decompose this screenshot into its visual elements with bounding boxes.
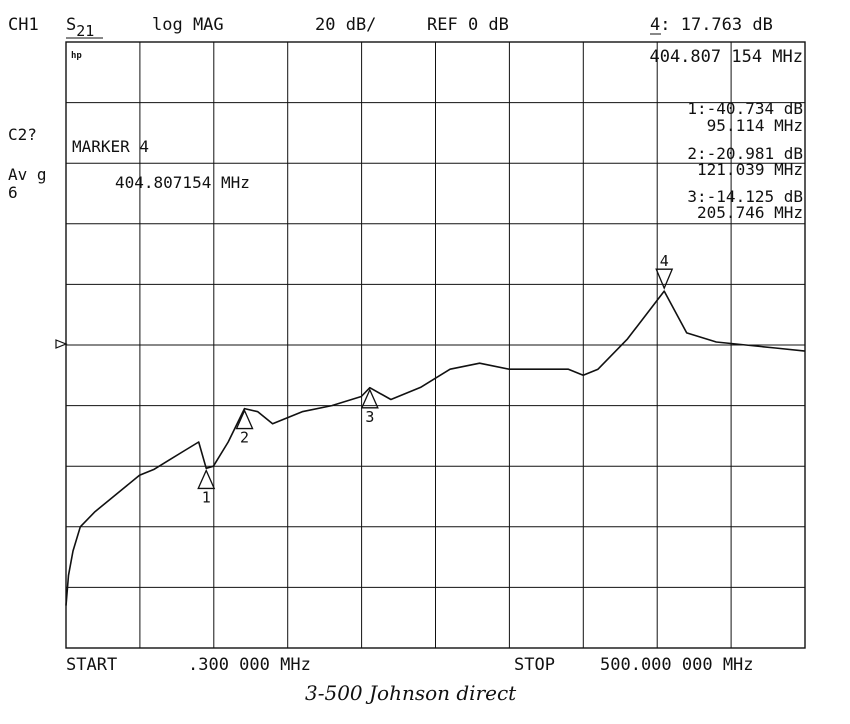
marker-1-icon: [197, 468, 216, 490]
active-marker-frequency: 404.807 154 MHz: [649, 47, 803, 67]
active-marker-value: : 17.763 dB: [660, 15, 773, 35]
parameter-subscript: 21: [76, 22, 94, 40]
handwritten-note: 3-500 Johnson direct: [305, 681, 517, 705]
reference-label: REF 0 dB: [427, 15, 509, 35]
marker-box-frequency: 404.807154 MHz: [115, 173, 250, 192]
marker-3-icon: [360, 388, 379, 409]
graticule: [65, 41, 806, 649]
stop-value: 500.000 000 MHz: [600, 655, 754, 675]
start-value: .300 000 MHz: [188, 655, 311, 675]
scale-label: 20 dB/: [315, 15, 376, 35]
correction-status: C2?: [8, 125, 37, 144]
start-label: START: [66, 655, 117, 675]
active-marker-readout: 4: 17.763 dB: [650, 15, 773, 35]
channel-label: CH1: [8, 15, 39, 35]
hp-logo: hp: [71, 51, 82, 61]
active-marker-number: 4: [650, 15, 660, 35]
format-label: log MAG: [152, 15, 224, 35]
marker-2-label: 2: [240, 429, 249, 447]
marker-3-frequency: 205.746 MHz: [697, 203, 803, 222]
marker-table: 1:-40.734 dB 95.114 MHz 2:-20.981 dB 121…: [687, 99, 803, 222]
parameter-label: S21: [66, 15, 94, 40]
stop-label: STOP: [514, 655, 555, 675]
marker-3-label: 3: [365, 408, 374, 426]
marker-3-level: 3:-14.125 dB: [687, 187, 803, 206]
reference-pointer-icon: [55, 339, 68, 349]
marker-1-label: 1: [202, 488, 211, 506]
marker-2-frequency: 121.039 MHz: [697, 160, 803, 179]
average-label: Av g: [8, 165, 47, 184]
average-count: 6: [8, 183, 18, 202]
trace-line: [65, 290, 806, 606]
marker-4-label: 4: [660, 252, 669, 270]
marker-1-level: 1:-40.734 dB: [687, 99, 803, 118]
marker-1-frequency: 95.114 MHz: [707, 116, 803, 135]
marker-2-icon: [235, 408, 254, 430]
marker-box-title: MARKER 4: [72, 137, 149, 156]
marker-2-level: 2:-20.981 dB: [687, 144, 803, 163]
marker-4-icon: [655, 268, 674, 290]
markers: 1 2 3 4: [197, 252, 674, 506]
parameter-base: S: [66, 15, 76, 35]
